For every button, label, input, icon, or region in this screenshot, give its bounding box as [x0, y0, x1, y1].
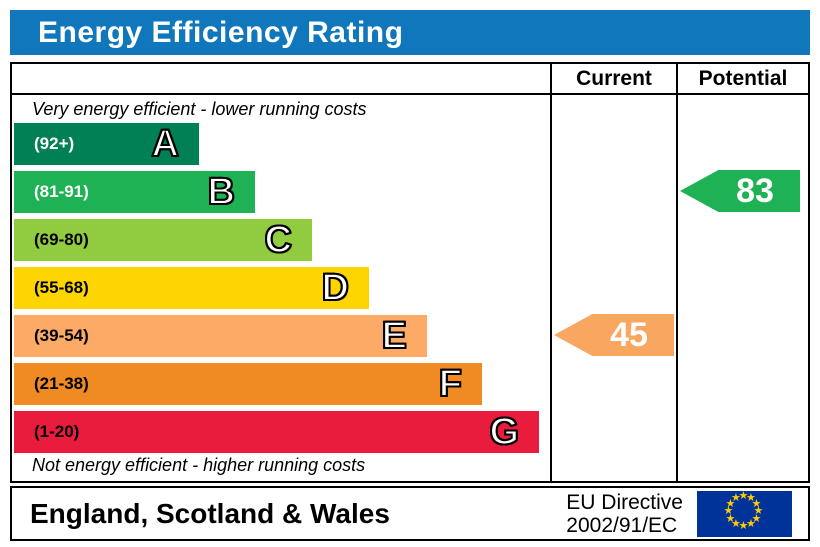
potential-column-header: Potential — [676, 64, 808, 95]
band-row: (21-38) F — [14, 363, 482, 405]
band-range-label: (39-54) — [34, 326, 89, 345]
eu-star-icon: ★ — [738, 520, 749, 532]
current-column-header: Current — [550, 64, 676, 95]
band-letter: C — [264, 219, 293, 261]
eu-star-icon: ★ — [731, 492, 741, 504]
table-corner-cell — [12, 64, 550, 95]
band-list: (92+) A (81-91) B (69-80) C (55-68) D (3… — [14, 123, 550, 453]
potential-arrow-value: 83 — [736, 171, 774, 210]
band-range-label: (1-20) — [34, 422, 80, 441]
eu-directive-line1: EU Directive — [566, 490, 683, 514]
band-letter: D — [321, 267, 350, 309]
band-row: (39-54) E — [14, 315, 427, 357]
eu-flag-icon: ★ ★ ★ ★ ★ ★ ★ ★ ★ ★ ★ ★ — [697, 490, 792, 537]
band-row: (69-80) C — [14, 219, 312, 261]
band-range-label: (21-38) — [34, 374, 89, 393]
band-range-label: (92+) — [34, 134, 75, 153]
band-row: (55-68) D — [14, 267, 369, 309]
current-arrow-value: 45 — [610, 315, 648, 354]
current-arrow: 45 — [554, 314, 674, 356]
band-row: (92+) A — [14, 123, 199, 165]
eu-star-icon: ★ — [746, 492, 756, 504]
eu-star-icon: ★ — [751, 512, 762, 525]
band-letter: G — [488, 411, 520, 453]
band-row: (1-20) G — [14, 411, 539, 453]
bottom-note: Not energy efficient - higher running co… — [32, 455, 366, 475]
eu-star-icon: ★ — [731, 517, 741, 530]
eu-star-icon: ★ — [751, 497, 762, 510]
footer: England, Scotland & Wales EU Directive 2… — [10, 486, 810, 541]
eu-star-icon: ★ — [753, 505, 764, 517]
eu-star-icon: ★ — [738, 490, 749, 502]
band-letter: B — [207, 171, 236, 213]
top-note: Very energy efficient - lower running co… — [32, 99, 367, 119]
eu-star-icon: ★ — [723, 505, 734, 517]
eu-star-icon: ★ — [725, 512, 736, 525]
potential-arrow: 83 — [680, 170, 800, 212]
eu-directive-line2: 2002/91/EC — [566, 513, 678, 537]
title-bar: Energy Efficiency Rating — [10, 10, 810, 55]
current-column: 45 — [550, 95, 676, 481]
band-range-label: (55-68) — [34, 278, 89, 297]
band-range-label: (81-91) — [34, 182, 89, 201]
band-letter: A — [151, 123, 180, 165]
eu-star-icon: ★ — [746, 517, 756, 530]
band-row: (81-91) B — [14, 171, 255, 213]
potential-column: 83 — [676, 95, 808, 481]
band-letter: E — [381, 315, 408, 357]
region-label: England, Scotland & Wales — [30, 497, 390, 529]
band-letter: F — [438, 363, 463, 405]
bands-area: Very energy efficient - lower running co… — [12, 95, 550, 481]
page-title: Energy Efficiency Rating — [38, 15, 404, 49]
rating-table: Current Potential Very energy efficient … — [10, 62, 810, 483]
eu-directive-label: EU Directive 2002/91/EC — [566, 491, 683, 537]
band-range-label: (69-80) — [34, 230, 89, 249]
eu-star-icon: ★ — [725, 497, 736, 510]
